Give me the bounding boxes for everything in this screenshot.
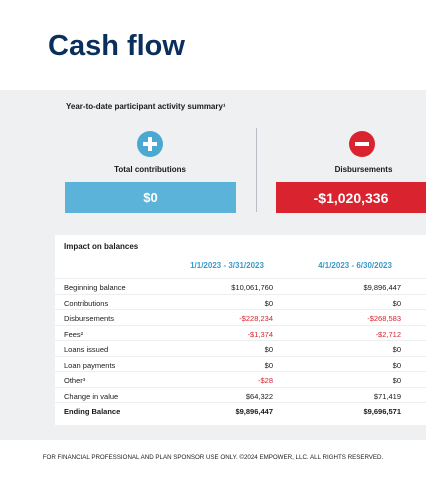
disbursements-value: -$1,020,336 [276, 182, 426, 213]
summary-title: Year-to-date participant activity summar… [66, 102, 226, 111]
row-label: Loan payments [64, 360, 116, 370]
plus-icon [137, 131, 163, 157]
balance-table: Impact on balances 1/1/2023 - 3/31/2023 … [55, 235, 426, 425]
table-row: Fees² -$1,374 -$2,712 [55, 324, 426, 342]
disbursements-label: Disbursements [334, 165, 393, 174]
row-value: $9,696,571 [363, 407, 401, 416]
table-row: Ending Balance $9,896,447 $9,696,571 [55, 402, 426, 419]
table-row: Beginning balance $10,061,760 $9,896,447 [55, 278, 426, 295]
row-value: $9,896,447 [235, 407, 273, 416]
row-value: -$28 [257, 376, 273, 385]
row-value: $71,419 [373, 391, 401, 401]
row-value: $0 [392, 376, 401, 385]
row-label: Loans issued [64, 345, 109, 354]
row-value: $64,322 [245, 391, 273, 401]
row-value: $0 [392, 298, 401, 308]
row-label: Other³ [64, 376, 86, 385]
table-row: Loans issued $0 $0 [55, 340, 426, 357]
minus-icon [349, 131, 375, 157]
row-value: -$228,234 [239, 314, 273, 323]
table-row: Contributions $0 $0 [55, 293, 426, 311]
row-label: Change in value [64, 391, 119, 401]
row-value: $0 [264, 360, 273, 370]
row-value: -$268,583 [367, 314, 401, 323]
row-value: -$2,712 [375, 329, 401, 339]
row-value: $10,061,760 [231, 283, 273, 292]
footer: FOR FINANCIAL PROFESSIONAL AND PLAN SPON… [42, 454, 384, 461]
row-value: $0 [264, 345, 273, 354]
table-title: Impact on balances [64, 242, 139, 251]
contributions-label: Total contributions [114, 165, 186, 174]
column-header: 1/1/2023 - 3/31/2023 [190, 261, 264, 270]
row-label: Contributions [64, 298, 109, 308]
row-label: Beginning balance [64, 283, 126, 292]
row-label: Disbursements [64, 314, 115, 323]
row-label: Ending Balance [64, 407, 121, 416]
column-header: 4/1/2023 - 6/30/2023 [318, 261, 392, 270]
contributions-value: $0 [65, 182, 236, 213]
page-title: Cash flow [48, 30, 185, 62]
table-row: Disbursements -$228,234 -$268,583 [55, 309, 426, 326]
row-value: $0 [264, 298, 273, 308]
row-value: $0 [392, 345, 401, 354]
table-row: Change in value $64,322 $71,419 [55, 386, 426, 404]
divider [256, 128, 257, 212]
row-value: -$1,374 [247, 329, 273, 339]
table-row: Other³ -$28 $0 [55, 371, 426, 388]
row-value: $0 [392, 360, 401, 370]
row-label: Fees² [64, 329, 84, 339]
row-value: $9,896,447 [363, 283, 401, 292]
table-row: Loan payments $0 $0 [55, 355, 426, 373]
